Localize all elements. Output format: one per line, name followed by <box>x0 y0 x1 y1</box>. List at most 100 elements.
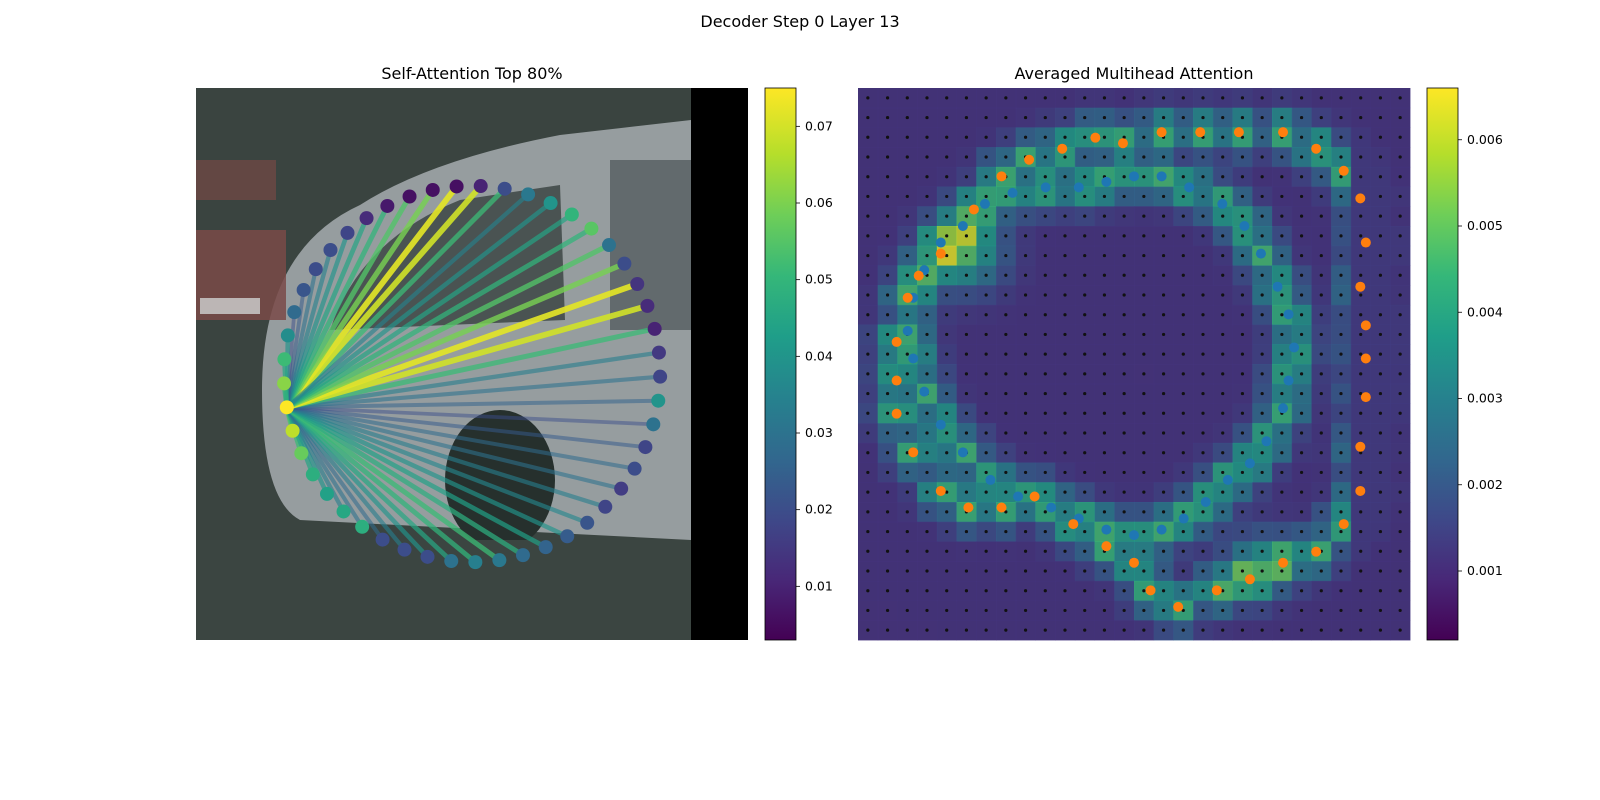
grid-dot <box>1280 214 1284 218</box>
grid-dot <box>984 352 988 356</box>
grid-dot <box>1260 155 1264 159</box>
grid-dot <box>1063 352 1067 356</box>
grid-dot <box>1023 96 1028 100</box>
attention-edge <box>284 326 658 410</box>
grid-dot <box>1023 194 1028 199</box>
colorbar-tick-label: 0.07 <box>805 118 833 133</box>
grid-dot <box>1181 96 1185 100</box>
grid-dot <box>1043 293 1047 297</box>
attention-node <box>538 540 553 555</box>
grid-dot <box>964 135 969 139</box>
grid-dot <box>885 96 890 100</box>
attention-node <box>627 461 642 476</box>
grid-dot <box>1161 549 1166 553</box>
orange-point <box>908 447 919 458</box>
grid-dot <box>1043 628 1047 632</box>
grid-dot <box>905 569 909 573</box>
orange-point <box>996 502 1007 513</box>
grid-dot <box>1378 273 1383 277</box>
grid-dot <box>1359 214 1363 218</box>
grid-dot <box>1260 372 1264 376</box>
grid-dot <box>1142 431 1146 435</box>
grid-dot <box>1319 372 1323 376</box>
grid-dot <box>1359 451 1363 455</box>
grid-dot <box>1240 135 1245 139</box>
orange-point <box>913 270 924 281</box>
grid-dot <box>1181 451 1185 455</box>
grid-dot <box>1359 608 1363 613</box>
grid-dot <box>1260 293 1264 297</box>
grid-dot <box>1339 589 1343 593</box>
grid-dot <box>1299 234 1304 238</box>
grid-dot <box>945 529 949 534</box>
attention-node <box>580 515 595 530</box>
orange-point <box>1355 441 1366 452</box>
grid-dot <box>1398 510 1402 514</box>
grid-dot <box>925 569 929 573</box>
grid-dot <box>1398 96 1402 100</box>
self-attention-panel <box>196 88 748 640</box>
grid-dot <box>1299 194 1304 199</box>
grid-dot <box>1359 332 1363 337</box>
grid-dot <box>1004 273 1008 277</box>
grid-dot <box>1063 135 1067 139</box>
colorbar-tick-label: 0.06 <box>805 195 833 210</box>
grid-dot <box>1122 470 1126 475</box>
grid-dot <box>1221 273 1225 277</box>
attention-edge <box>284 187 436 411</box>
grid-dot <box>1142 194 1146 199</box>
grid-dot <box>1378 589 1383 593</box>
grid-dot <box>1221 313 1225 317</box>
grid-dot <box>866 313 870 317</box>
grid-dot <box>945 273 949 277</box>
grid-dot <box>1063 589 1067 593</box>
grid-dot <box>1181 372 1185 376</box>
grid-dot <box>1083 273 1087 277</box>
grid-dot <box>1161 155 1166 159</box>
grid-dot <box>905 352 909 356</box>
grid-dot <box>984 155 988 159</box>
grid-dot <box>1161 490 1166 494</box>
grid-dot <box>1221 372 1225 376</box>
attention-node <box>602 238 617 253</box>
blue-point <box>1184 182 1195 193</box>
grid-dot <box>1161 293 1166 297</box>
grid-dot <box>984 589 988 593</box>
grid-dot <box>1299 589 1304 593</box>
grid-dot <box>964 293 969 297</box>
grid-dot <box>905 529 909 534</box>
grid-dot <box>1201 529 1205 534</box>
grid-dot <box>866 431 870 435</box>
grid-dot <box>905 214 909 218</box>
grid-dot <box>1260 608 1264 613</box>
blue-point <box>902 325 913 336</box>
grid-dot <box>885 529 890 534</box>
attention-edge <box>283 183 460 411</box>
grid-dot <box>1359 313 1363 317</box>
grid-dot <box>1043 273 1047 277</box>
grid-dot <box>1083 470 1087 475</box>
grid-dot <box>1319 608 1323 613</box>
grid-dot <box>1102 470 1107 475</box>
grid-dot <box>1063 431 1067 435</box>
grid-dot <box>1102 569 1107 573</box>
grid-dot <box>1102 608 1107 613</box>
grid-dot <box>945 411 949 415</box>
grid-dot <box>1280 391 1284 396</box>
grid-dot <box>1378 194 1383 199</box>
left-colorbar: 0.01 0.02 0.03 0.04 0.05 0.06 0.07 <box>764 87 833 641</box>
grid-dot <box>1102 411 1107 415</box>
grid-dot <box>905 608 909 613</box>
grid-dot <box>1280 628 1284 632</box>
grid-dot <box>1221 175 1225 179</box>
grid-dot <box>1260 175 1264 179</box>
grid-dot <box>964 431 969 435</box>
grid-dot <box>1043 96 1047 100</box>
grid-dot <box>1083 529 1087 534</box>
grid-dot <box>1319 569 1323 573</box>
grid-dot <box>885 451 890 455</box>
grid-dot <box>1260 470 1264 475</box>
grid-dot <box>1043 490 1047 494</box>
grid-dot <box>1359 549 1363 553</box>
orange-point <box>1244 574 1255 585</box>
